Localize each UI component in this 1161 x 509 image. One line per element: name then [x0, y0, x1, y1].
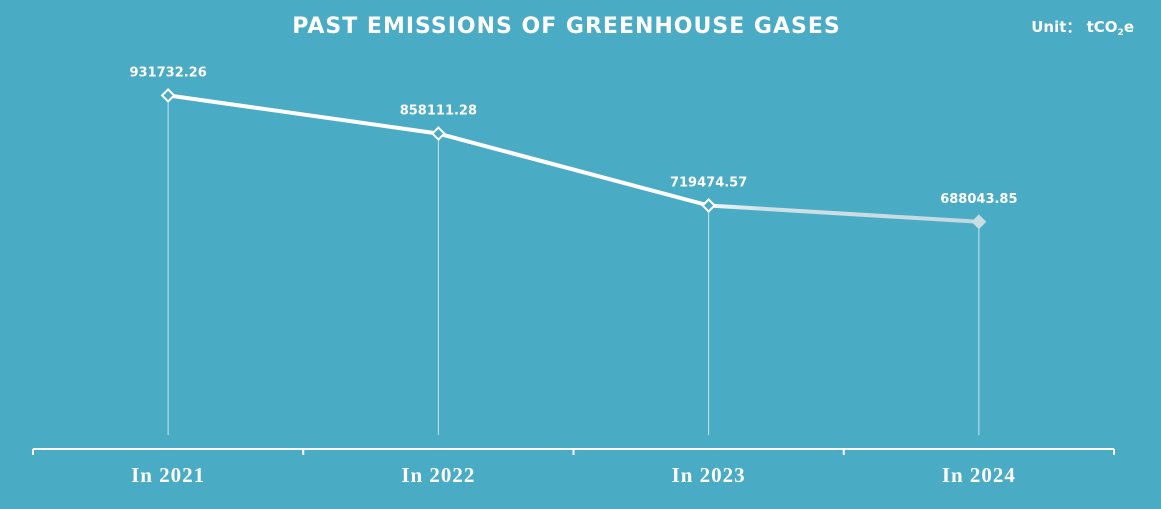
data-point: [971, 214, 987, 230]
unit-subscript: 2: [1117, 28, 1124, 38]
unit-suffix: e: [1123, 18, 1134, 36]
x-tick-label: In 2024: [942, 463, 1016, 487]
unit-prefix: Unit： tCO: [1031, 18, 1118, 36]
data-label: 931732.26: [129, 65, 206, 80]
chart-title: PAST EMISSIONS OF GREENHOUSE GASES: [292, 14, 841, 39]
data-label: 858111.28: [400, 104, 477, 119]
unit-label: Unit： tCO2e: [1031, 16, 1134, 38]
x-tick-label: In 2022: [401, 463, 475, 487]
data-point: [160, 87, 176, 103]
data-point: [701, 198, 717, 213]
data-label: 688043.85: [940, 192, 1017, 207]
x-tick-label: In 2021: [131, 463, 205, 487]
data-label: 719474.57: [670, 175, 747, 190]
data-point: [430, 126, 446, 142]
series-line: [166, 93, 981, 224]
x-tick-label: In 2023: [672, 463, 746, 487]
